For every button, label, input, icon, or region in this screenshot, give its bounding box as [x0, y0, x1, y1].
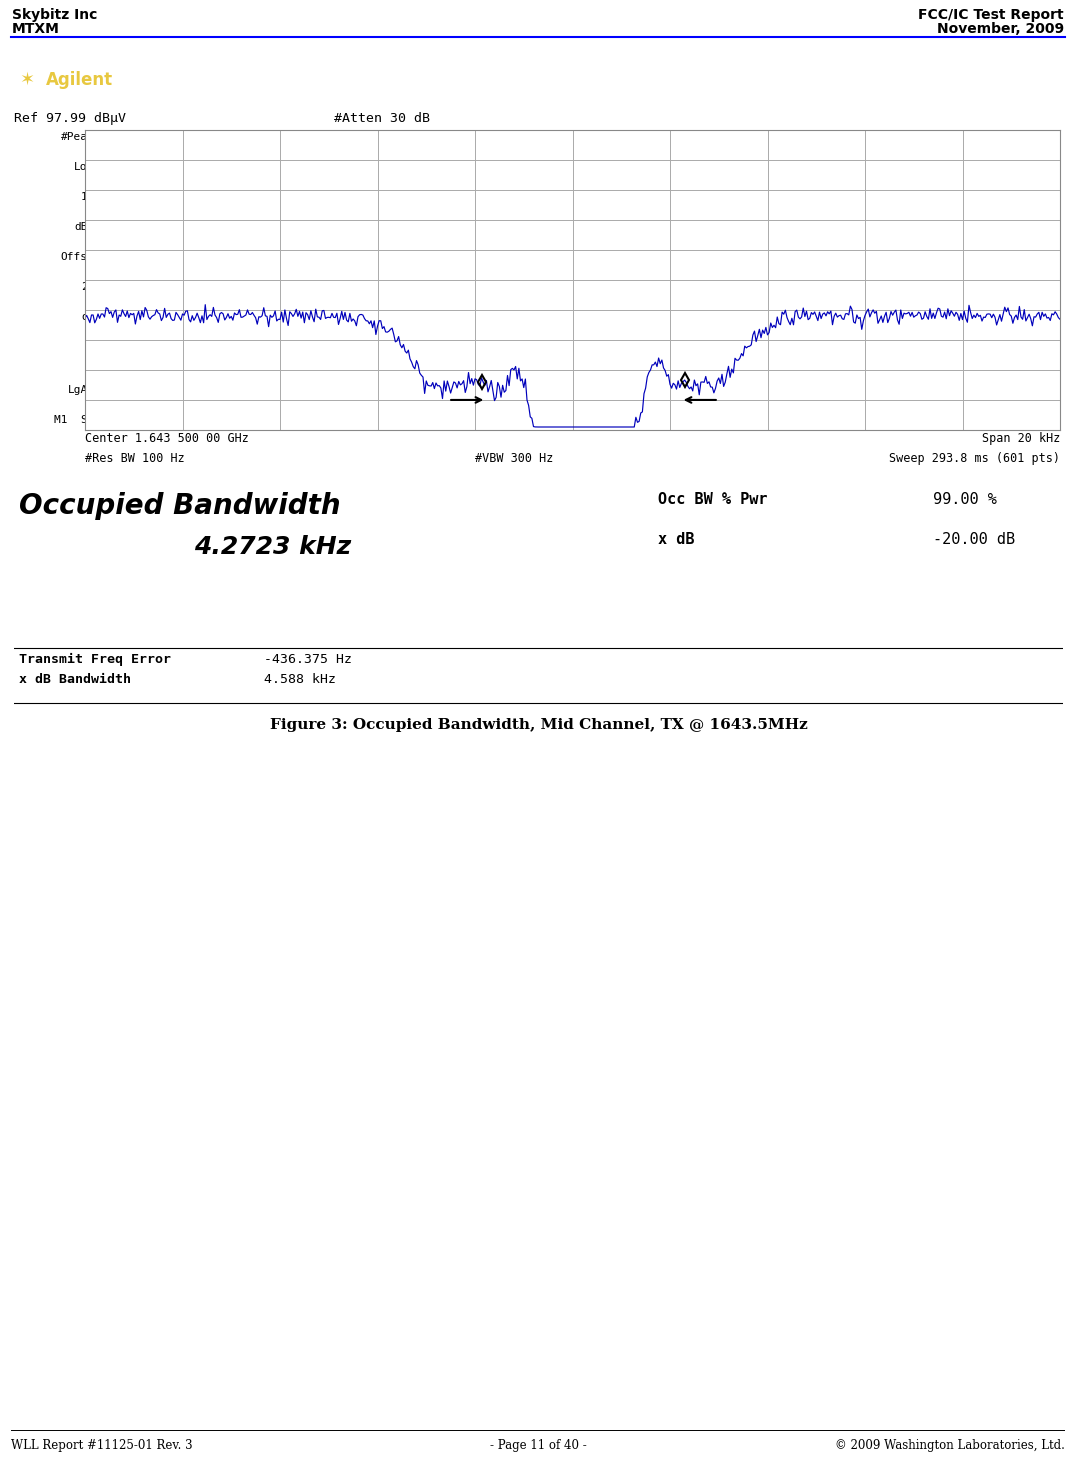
Text: 4.2723 kHz: 4.2723 kHz — [194, 534, 351, 559]
Text: 10: 10 — [81, 192, 95, 202]
Text: 13:42:54  Sep 13, 2009: 13:42:54 Sep 13, 2009 — [161, 70, 357, 89]
Text: Transmit Freq Error: Transmit Freq Error — [19, 653, 171, 666]
Text: #VBW 300 Hz: #VBW 300 Hz — [475, 452, 553, 466]
Text: Ref 97.99 dBμV: Ref 97.99 dBμV — [14, 113, 126, 124]
Text: M1  S2: M1 S2 — [54, 414, 95, 425]
Text: -436.375 Hz: -436.375 Hz — [264, 653, 352, 666]
Text: Center 1.643 500 00 GHz: Center 1.643 500 00 GHz — [85, 432, 249, 445]
Text: WLL Report #11125-01 Rev. 3: WLL Report #11125-01 Rev. 3 — [11, 1439, 193, 1452]
Text: LgAv: LgAv — [68, 385, 95, 395]
Text: FCC/IC Test Report: FCC/IC Test Report — [919, 7, 1064, 22]
Text: #Res BW 100 Hz: #Res BW 100 Hz — [85, 452, 185, 466]
Text: MTXM: MTXM — [12, 22, 60, 37]
Text: Agilent: Agilent — [45, 70, 113, 89]
Text: 20: 20 — [81, 283, 95, 291]
Text: ✶: ✶ — [19, 70, 34, 89]
Text: R    T: R T — [727, 70, 770, 89]
Text: Offst: Offst — [60, 252, 95, 262]
Text: November, 2009: November, 2009 — [937, 22, 1064, 37]
Text: x dB Bandwidth: x dB Bandwidth — [19, 673, 131, 687]
Text: dB/: dB/ — [74, 223, 95, 231]
Text: Sweep 293.8 ms (601 pts): Sweep 293.8 ms (601 pts) — [889, 452, 1060, 466]
Text: Occupied Bandwidth: Occupied Bandwidth — [19, 492, 341, 520]
Text: 99.00 %: 99.00 % — [933, 492, 997, 507]
Text: © 2009 Washington Laboratories, Ltd.: © 2009 Washington Laboratories, Ltd. — [835, 1439, 1065, 1452]
Text: Skybitz Inc: Skybitz Inc — [12, 7, 97, 22]
Text: Figure 3: Occupied Bandwidth, Mid Channel, TX @ 1643.5MHz: Figure 3: Occupied Bandwidth, Mid Channe… — [270, 717, 807, 732]
Text: Log: Log — [74, 163, 95, 171]
Text: #Atten 30 dB: #Atten 30 dB — [334, 113, 429, 124]
Text: #Peak: #Peak — [60, 132, 95, 142]
Text: -20.00 dB: -20.00 dB — [933, 531, 1016, 548]
Text: dB: dB — [81, 312, 95, 322]
Text: 4.588 kHz: 4.588 kHz — [264, 673, 336, 687]
Text: x dB: x dB — [659, 531, 695, 548]
Text: - Page 11 of 40 -: - Page 11 of 40 - — [490, 1439, 586, 1452]
Text: Occ BW % Pwr: Occ BW % Pwr — [659, 492, 768, 507]
Text: Span 20 kHz: Span 20 kHz — [981, 432, 1060, 445]
